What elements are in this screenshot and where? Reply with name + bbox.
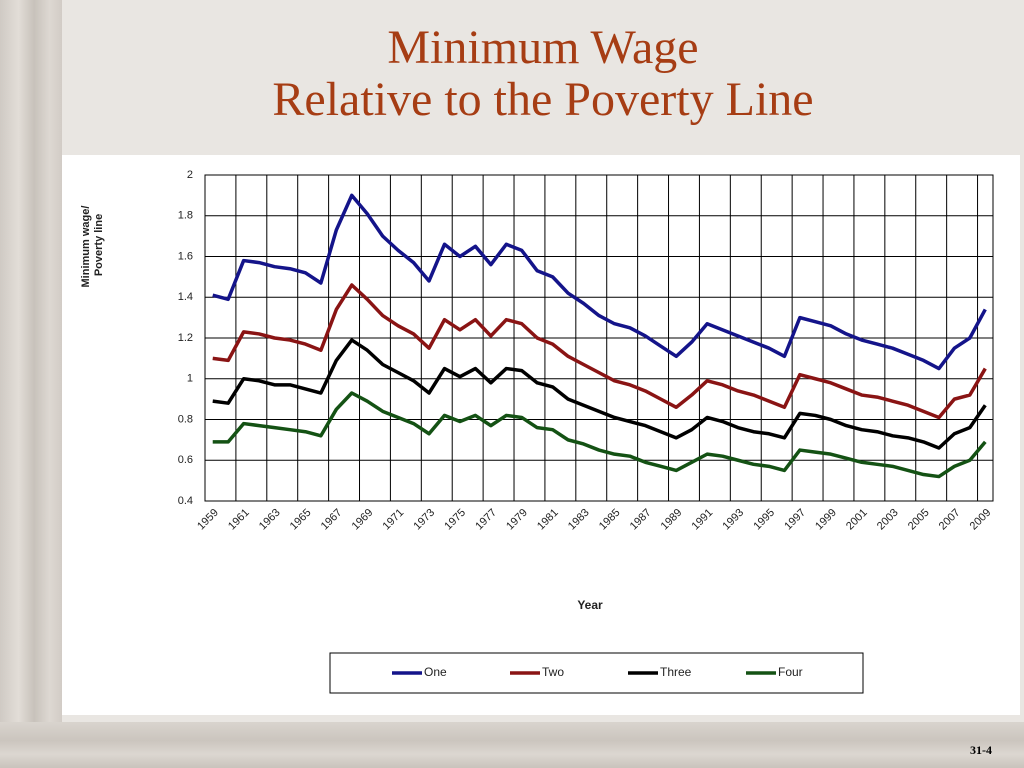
y-tick-label: 0.8 — [178, 413, 193, 425]
chart: Minimum wage/ Poverty line Year 0.4 0.6 0.… — [62, 155, 1020, 715]
x-tick-label: 2007 — [937, 507, 963, 533]
title-line: Relative to the Poverty Line — [272, 73, 814, 126]
series-line — [212, 283, 987, 420]
x-tick-label: 1991 — [690, 507, 716, 533]
bottom-texture — [0, 722, 1024, 768]
series-line — [212, 193, 987, 371]
x-tick-label: 1981 — [535, 507, 561, 533]
y-tick-label: 1.8 — [178, 210, 193, 222]
x-tick-label: 1975 — [442, 507, 468, 533]
title-line: Minimum Wage — [387, 21, 699, 74]
x-tick-label: 2009 — [968, 507, 994, 533]
x-tick-label: 1997 — [782, 507, 808, 533]
plot-frame — [204, 174, 994, 502]
series-line — [212, 338, 987, 450]
y-tick-label: 0.6 — [178, 454, 193, 466]
x-tick-label: 1987 — [628, 507, 654, 533]
page-number: 31-4 — [970, 743, 992, 757]
series-line — [212, 391, 987, 479]
x-tick-label: 1995 — [751, 507, 777, 533]
x-tick-label: 1963 — [257, 507, 283, 533]
y-tick-label: 1.2 — [178, 332, 193, 344]
x-tick-label: 1971 — [381, 507, 407, 533]
x-tick-label: 2001 — [844, 507, 870, 533]
x-tick-label: 1959 — [195, 507, 221, 533]
y-tick-label: 1 — [187, 373, 193, 385]
x-tick-label: 1973 — [411, 507, 437, 533]
slide-title: Minimum Wage Relative to the Poverty Lin… — [62, 22, 1024, 126]
legend-label: One — [424, 665, 447, 679]
x-tick-label: 1969 — [350, 507, 376, 533]
x-tick-label: 1993 — [720, 507, 746, 533]
legend-label: Three — [660, 665, 692, 679]
y-axis-label: Minimum wage/ Poverty line — [80, 203, 105, 288]
x-tick-label: 1999 — [813, 507, 839, 533]
y-tick-label: 0.4 — [178, 495, 193, 507]
side-texture — [0, 0, 62, 768]
x-tick-label: 1977 — [473, 507, 499, 533]
x-tick-label: 1983 — [566, 507, 592, 533]
legend-label: Four — [778, 665, 803, 679]
legend-label: Two — [542, 665, 564, 679]
x-tick-label: 1989 — [659, 507, 685, 533]
y-axis-label-line: Poverty line — [93, 214, 105, 276]
y-tick-label: 2 — [187, 169, 193, 181]
x-axis-label: Year — [577, 598, 603, 612]
y-tick-label: 1.6 — [178, 250, 193, 262]
y-axis-label-line: Minimum wage/ — [80, 206, 92, 288]
y-tick-label: 1.4 — [178, 291, 193, 303]
x-tick-label: 1965 — [288, 507, 314, 533]
x-tick-label: 1985 — [597, 507, 623, 533]
x-tick-label: 2003 — [875, 507, 901, 533]
x-tick-label: 2005 — [906, 507, 932, 533]
x-tick-label: 1961 — [226, 507, 252, 533]
x-tick-label: 1967 — [319, 507, 345, 533]
x-tick-label: 1979 — [504, 507, 530, 533]
